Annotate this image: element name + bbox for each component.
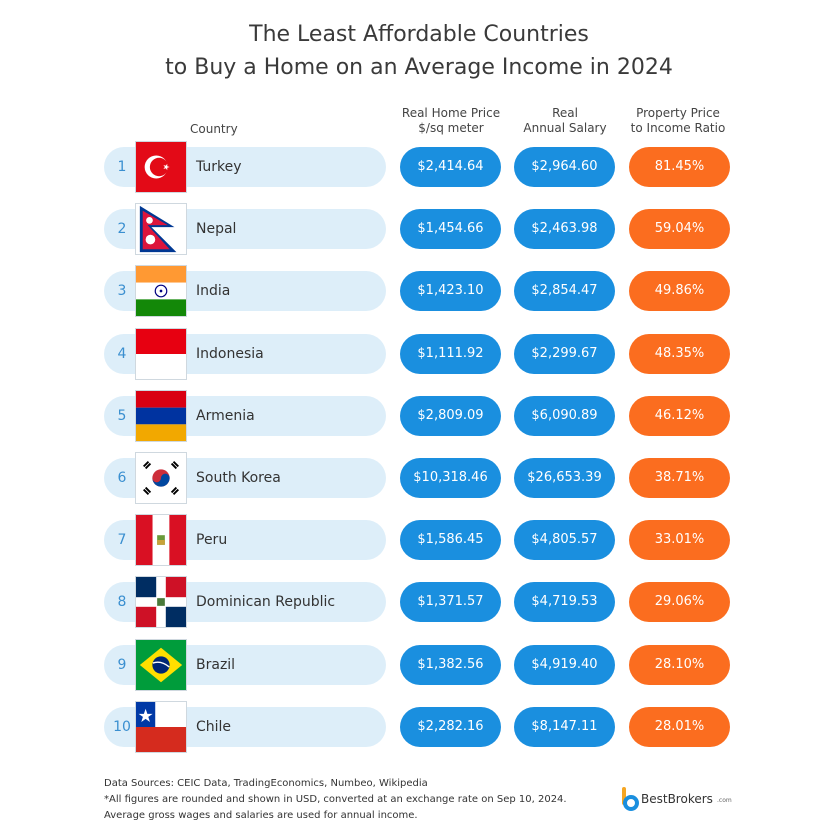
home-price-value: $1,454.66 [400,209,501,249]
country-flag-icon [135,701,187,753]
home-price-value: $2,414.64 [400,147,501,187]
annual-salary-value: $4,805.57 [514,520,615,560]
home-price-value: $2,282.16 [400,707,501,747]
title-line-1: The Least Affordable Countries [249,22,589,47]
ratio-value: 49.86% [629,271,730,311]
rank-number: 4 [117,346,127,362]
ratio-value: 46.12% [629,396,730,436]
ratio-value: 29.06% [629,582,730,622]
footer-sources: Data Sources: CEIC Data, TradingEconomic… [104,778,428,789]
country-flag-icon [135,452,187,504]
title-line-2: to Buy a Home on an Average Income in 20… [165,55,673,80]
rank-number: 1 [117,159,127,175]
rank-number: 5 [117,408,127,424]
brand-name: BestBrokers [641,792,713,806]
rank-number: 9 [117,657,127,673]
footer-currency-note: *All figures are rounded and shown in US… [104,794,567,805]
ratio-value: 28.10% [629,645,730,685]
country-name: Dominican Republic [196,594,336,610]
rank-number: 8 [117,594,127,610]
brand-suffix: .com [717,797,732,804]
annual-salary-value: $4,719.53 [514,582,615,622]
ratio-value: 59.04% [629,209,730,249]
country-flag-icon [135,390,187,442]
country-name: Chile [196,719,232,735]
annual-salary-value: $2,463.98 [514,209,615,249]
footer-income-note: Average gross wages and salaries are use… [104,810,418,821]
home-price-value: $1,371.57 [400,582,501,622]
home-price-value: $1,111.92 [400,334,501,374]
annual-salary-value: $4,919.40 [514,645,615,685]
ratio-value: 38.71% [629,458,730,498]
country-name: Brazil [196,657,236,673]
country-flag-icon [135,639,187,691]
home-price-value: $2,809.09 [400,396,501,436]
ratio-header-line-2: to Income Ratio [630,121,726,135]
country-flag-icon [135,328,187,380]
ratio-value: 48.35% [629,334,730,374]
footer-notes: Data Sources: CEIC Data, TradingEconomic… [104,776,567,824]
home-price-value: $1,586.45 [400,520,501,560]
price-column-header: Real Home Price $/sq meter [396,106,506,136]
ratio-value: 28.01% [629,707,730,747]
home-price-value: $1,423.10 [400,271,501,311]
country-flag-icon [135,576,187,628]
ratio-value: 33.01% [629,520,730,560]
annual-salary-value: $2,964.60 [514,147,615,187]
rank-number: 7 [117,532,127,548]
country-column-header: Country [190,122,238,136]
chart-title: The Least Affordable Countries to Buy a … [0,18,838,84]
country-name: South Korea [196,470,281,486]
country-flag-icon [135,203,187,255]
home-price-value: $10,318.46 [400,458,501,498]
country-flag-icon [135,265,187,317]
rank-number: 3 [117,283,127,299]
ratio-value: 81.45% [629,147,730,187]
country-flag-icon [135,141,187,193]
price-header-line-1: Real Home Price [401,106,501,120]
salary-column-header: Real Annual Salary [510,106,620,136]
annual-salary-value: $8,147.11 [514,707,615,747]
country-name: India [196,283,231,299]
annual-salary-value: $26,653.39 [514,458,615,498]
country-name: Peru [196,532,228,548]
country-name: Turkey [196,159,242,175]
ratio-header-line-1: Property Price [636,106,720,120]
rank-number: 2 [117,221,127,237]
rank-number: 6 [117,470,127,486]
country-flag-icon [135,514,187,566]
country-name: Nepal [196,221,237,237]
country-name: Armenia [196,408,255,424]
country-name: Indonesia [196,346,264,362]
ratio-column-header: Property Price to Income Ratio [620,106,736,136]
home-price-value: $1,382.56 [400,645,501,685]
salary-header-line-1: Real [552,106,578,120]
rank-number: 10 [113,719,131,735]
annual-salary-value: $2,854.47 [514,271,615,311]
bestbrokers-logo-icon [622,787,639,811]
price-header-line-2: $/sq meter [418,121,484,135]
annual-salary-value: $2,299.67 [514,334,615,374]
salary-header-line-2: Annual Salary [523,121,607,135]
annual-salary-value: $6,090.89 [514,396,615,436]
